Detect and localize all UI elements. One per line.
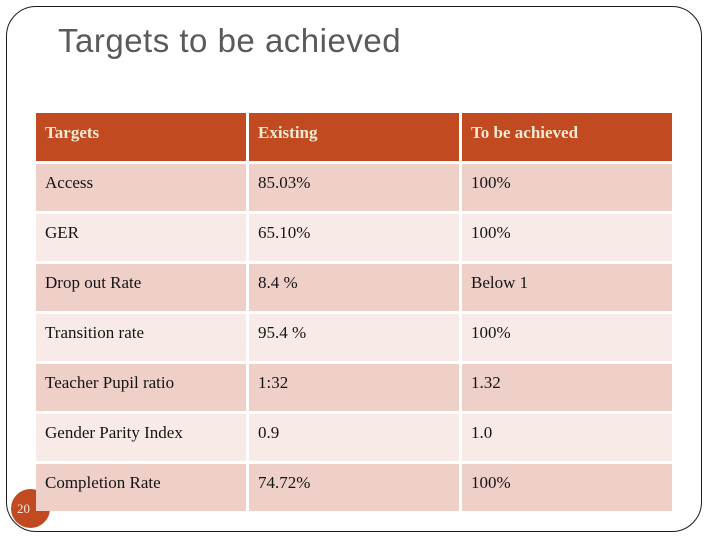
- cell-existing: 0.9: [249, 414, 459, 461]
- table-row-transition-rate: Transition rate 95.4 % 100%: [36, 314, 672, 361]
- cell-existing: 85.03%: [249, 164, 459, 211]
- column-header-to-be-achieved: To be achieved: [462, 113, 672, 161]
- cell-existing: 74.72%: [249, 464, 459, 511]
- targets-table: Targets Existing To be achieved Access 8…: [36, 113, 672, 511]
- page-title: Targets to be achieved: [58, 22, 402, 59]
- slide-border-frame: [6, 6, 702, 532]
- cell-target: Completion Rate: [36, 464, 246, 511]
- cell-target: GER: [36, 214, 246, 261]
- table-row-gender-parity-index: Gender Parity Index 0.9 1.0: [36, 414, 672, 461]
- column-header-targets: Targets: [36, 113, 246, 161]
- cell-target: Gender Parity Index: [36, 414, 246, 461]
- cell-to-be-achieved: 100%: [462, 314, 672, 361]
- cell-target: Access: [36, 164, 246, 211]
- column-header-existing: Existing: [249, 113, 459, 161]
- cell-target: Transition rate: [36, 314, 246, 361]
- cell-existing: 1:32: [249, 364, 459, 411]
- cell-target: Teacher Pupil ratio: [36, 364, 246, 411]
- table-row-completion-rate: Completion Rate 74.72% 100%: [36, 464, 672, 511]
- cell-existing: 8.4 %: [249, 264, 459, 311]
- table-row-ger: GER 65.10% 100%: [36, 214, 672, 261]
- cell-to-be-achieved: 100%: [462, 214, 672, 261]
- cell-to-be-achieved: Below 1: [462, 264, 672, 311]
- cell-target: Drop out Rate: [36, 264, 246, 311]
- cell-to-be-achieved: 100%: [462, 164, 672, 211]
- cell-existing: 95.4 %: [249, 314, 459, 361]
- cell-to-be-achieved: 1.32: [462, 364, 672, 411]
- table-header-row: Targets Existing To be achieved: [36, 113, 672, 161]
- table-row-teacher-pupil-ratio: Teacher Pupil ratio 1:32 1.32: [36, 364, 672, 411]
- slide-number: 20: [17, 500, 30, 516]
- cell-to-be-achieved: 1.0: [462, 414, 672, 461]
- cell-to-be-achieved: 100%: [462, 464, 672, 511]
- table-row-drop-out-rate: Drop out Rate 8.4 % Below 1: [36, 264, 672, 311]
- table-row-access: Access 85.03% 100%: [36, 164, 672, 211]
- cell-existing: 65.10%: [249, 214, 459, 261]
